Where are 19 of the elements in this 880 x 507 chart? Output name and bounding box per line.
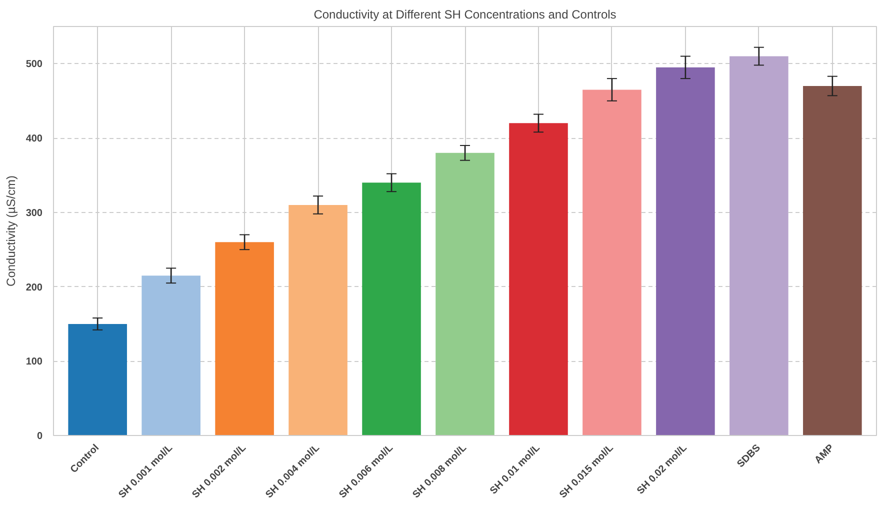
bar — [288, 204, 348, 436]
bar — [730, 56, 788, 436]
y-tick-label: 300 — [26, 208, 43, 219]
bar — [436, 152, 494, 436]
y-tick-label: 200 — [26, 282, 43, 294]
y-axis-title: Conductivity (µS/cm) — [4, 176, 18, 286]
y-tick-label: 500 — [26, 59, 43, 70]
bar — [215, 242, 274, 436]
y-tick-label: 0 — [36, 431, 43, 442]
bar — [656, 67, 715, 436]
bar — [362, 182, 421, 436]
bar — [803, 86, 862, 436]
y-tick-label: 400 — [26, 134, 43, 145]
y-tick-label: 100 — [26, 356, 43, 368]
chart-title: Conductivity at Different SH Concentrations and Controls — [314, 8, 616, 22]
bar — [142, 276, 200, 436]
bar — [509, 123, 568, 436]
bar — [68, 324, 127, 436]
bar — [582, 90, 642, 436]
